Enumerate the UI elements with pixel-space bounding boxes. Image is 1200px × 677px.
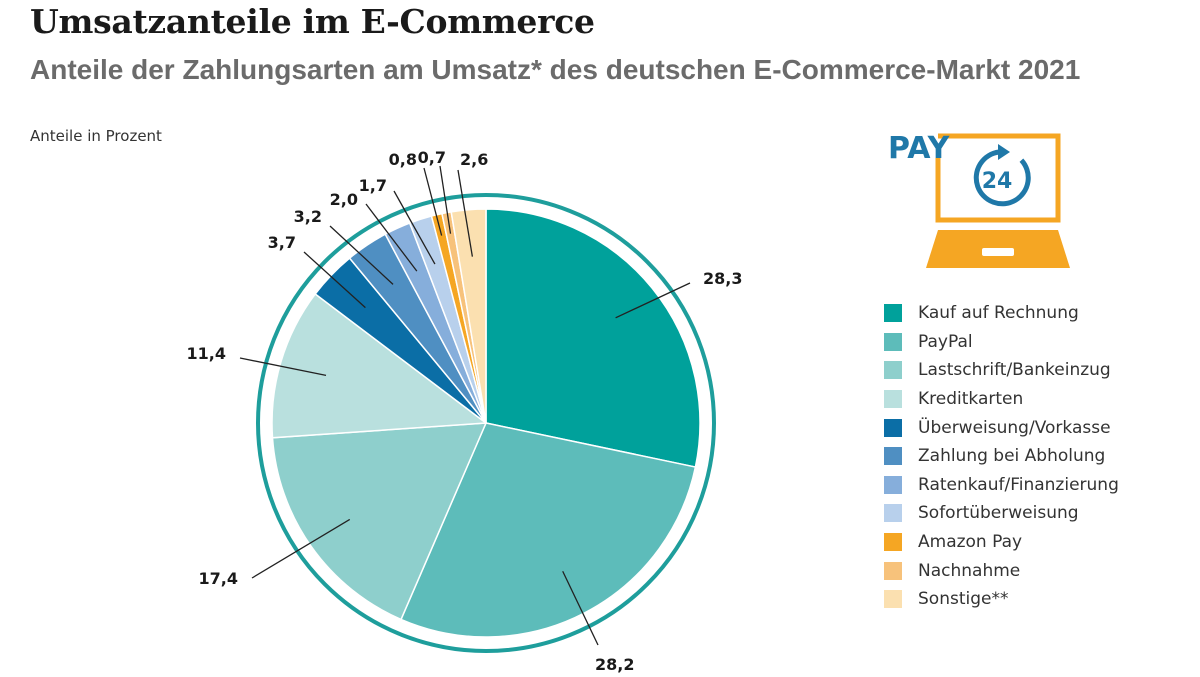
pie-leader-line xyxy=(239,357,327,377)
pie-leader-line xyxy=(251,518,351,579)
pay-logo-text: PAY xyxy=(888,131,951,166)
pie-leader-line xyxy=(329,225,394,285)
legend-label: Ratenkauf/Finanzierung xyxy=(918,474,1119,495)
pie-leader-line xyxy=(439,165,452,234)
legend-item: Kreditkarten xyxy=(884,385,1119,414)
pie-data-label: 17,4 xyxy=(199,569,238,588)
pie-slice xyxy=(485,208,701,468)
chart-title: Umsatzanteile im E-Commerce xyxy=(30,2,595,41)
pie-data-label: 1,7 xyxy=(359,176,387,195)
pie-leader-line xyxy=(365,203,418,272)
pie-data-label: 2,6 xyxy=(460,150,488,169)
pie-slice xyxy=(450,208,487,424)
pie-data-label: 0,8 xyxy=(389,150,417,169)
legend-label: Überweisung/Vorkasse xyxy=(918,417,1111,438)
legend-label: Sonstige** xyxy=(918,589,1009,610)
refresh-clock-icon: 24 xyxy=(973,144,1031,207)
legend-label: Sofortüberweisung xyxy=(918,503,1079,524)
pie-chart: 28,3 28,2 17,4 11,4 3,7 3,2 2,01,70,8 0,7 2,6 xyxy=(187,148,743,674)
pay24-badge-text: 24 xyxy=(982,169,1013,194)
legend-item: Ratenkauf/Finanzierung xyxy=(884,471,1119,500)
legend-item: Lastschrift/Bankeinzug xyxy=(884,356,1119,385)
pie-leader-line xyxy=(423,167,443,236)
legend-swatch xyxy=(884,447,902,466)
legend-item: Sonstige** xyxy=(884,585,1119,614)
legend-item: Kauf auf Rechnung xyxy=(884,299,1119,328)
legend-item: Überweisung/Vorkasse xyxy=(884,413,1119,442)
legend-label: Kauf auf Rechnung xyxy=(918,303,1079,324)
legend-item: PayPal xyxy=(884,328,1119,357)
pie-data-label: 3,7 xyxy=(268,233,296,252)
pie-outer-ring xyxy=(256,193,716,653)
pay24-logo: PAY 24 xyxy=(888,131,1070,268)
laptop-screen-icon xyxy=(935,133,1061,223)
pie-leader-line xyxy=(615,282,691,319)
pie-data-label: 11,4 xyxy=(187,344,226,363)
legend-swatch xyxy=(884,418,902,437)
pie-leader-line xyxy=(393,190,436,265)
legend-swatch xyxy=(884,332,902,351)
unit-note: Anteile in Prozent xyxy=(30,127,162,145)
legend-item: Nachnahme xyxy=(884,556,1119,585)
legend-swatch xyxy=(884,304,902,323)
pie-data-label: 2,0 xyxy=(330,190,358,209)
legend-label: PayPal xyxy=(918,331,973,352)
pie-leader-line xyxy=(303,251,366,309)
pie-data-label: 3,2 xyxy=(294,207,322,226)
pie-data-label: 0,7 xyxy=(418,148,446,167)
legend-label: Nachnahme xyxy=(918,560,1021,581)
pie-slice xyxy=(400,422,697,638)
legend-swatch xyxy=(884,475,902,494)
legend-swatch xyxy=(884,533,902,552)
legend-swatch xyxy=(884,361,902,380)
legend-label: Amazon Pay xyxy=(918,532,1023,553)
pie-leader-line xyxy=(457,169,474,257)
legend-swatch xyxy=(884,590,902,609)
pie-slice xyxy=(271,422,488,621)
legend-item: Amazon Pay xyxy=(884,528,1119,557)
legend-label: Zahlung bei Abholung xyxy=(918,446,1106,467)
legend-swatch xyxy=(884,561,902,580)
pie-slice xyxy=(271,292,489,439)
chart-subtitle: Anteile der Zahlungsarten am Umsatz* des… xyxy=(30,54,1081,85)
pie-data-label: 28,3 xyxy=(703,269,742,288)
pie-data-label: 28,2 xyxy=(595,655,634,674)
legend-label: Lastschrift/Bankeinzug xyxy=(918,360,1111,381)
legend-swatch xyxy=(884,504,902,523)
laptop-touchpad-icon xyxy=(982,248,1014,256)
pie-leader-line xyxy=(562,570,599,646)
legend-swatch xyxy=(884,390,902,409)
legend-item: Sofortüberweisung xyxy=(884,499,1119,528)
legend-item: Zahlung bei Abholung xyxy=(884,442,1119,471)
chart-legend: Kauf auf Rechnung PayPal Lastschrift/Banke… xyxy=(884,299,1119,614)
legend-label: Kreditkarten xyxy=(918,389,1024,410)
